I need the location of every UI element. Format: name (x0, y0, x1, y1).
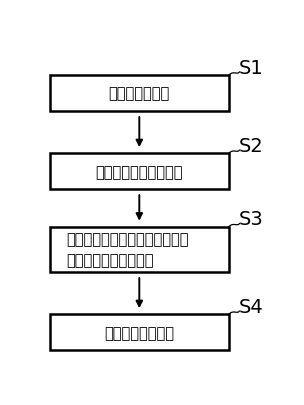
Text: S3: S3 (238, 210, 263, 229)
Text: S4: S4 (238, 297, 263, 316)
Bar (50, 227, 229, 272)
Text: 制备单层试样群: 制备单层试样群 (109, 86, 170, 101)
Text: 任意抽取一片单层试样: 任意抽取一片单层试样 (95, 164, 183, 179)
Bar (50, 154, 229, 190)
Bar (50, 76, 229, 112)
Text: 计算得到叠片系数: 计算得到叠片系数 (104, 325, 174, 340)
Text: S2: S2 (238, 136, 263, 156)
Text: 得到单层试样的厚度平均值、宽
度值、长度值及重量值: 得到单层试样的厚度平均值、宽 度值、长度值及重量值 (66, 232, 189, 268)
Bar (50, 314, 229, 350)
Text: S1: S1 (238, 59, 263, 78)
